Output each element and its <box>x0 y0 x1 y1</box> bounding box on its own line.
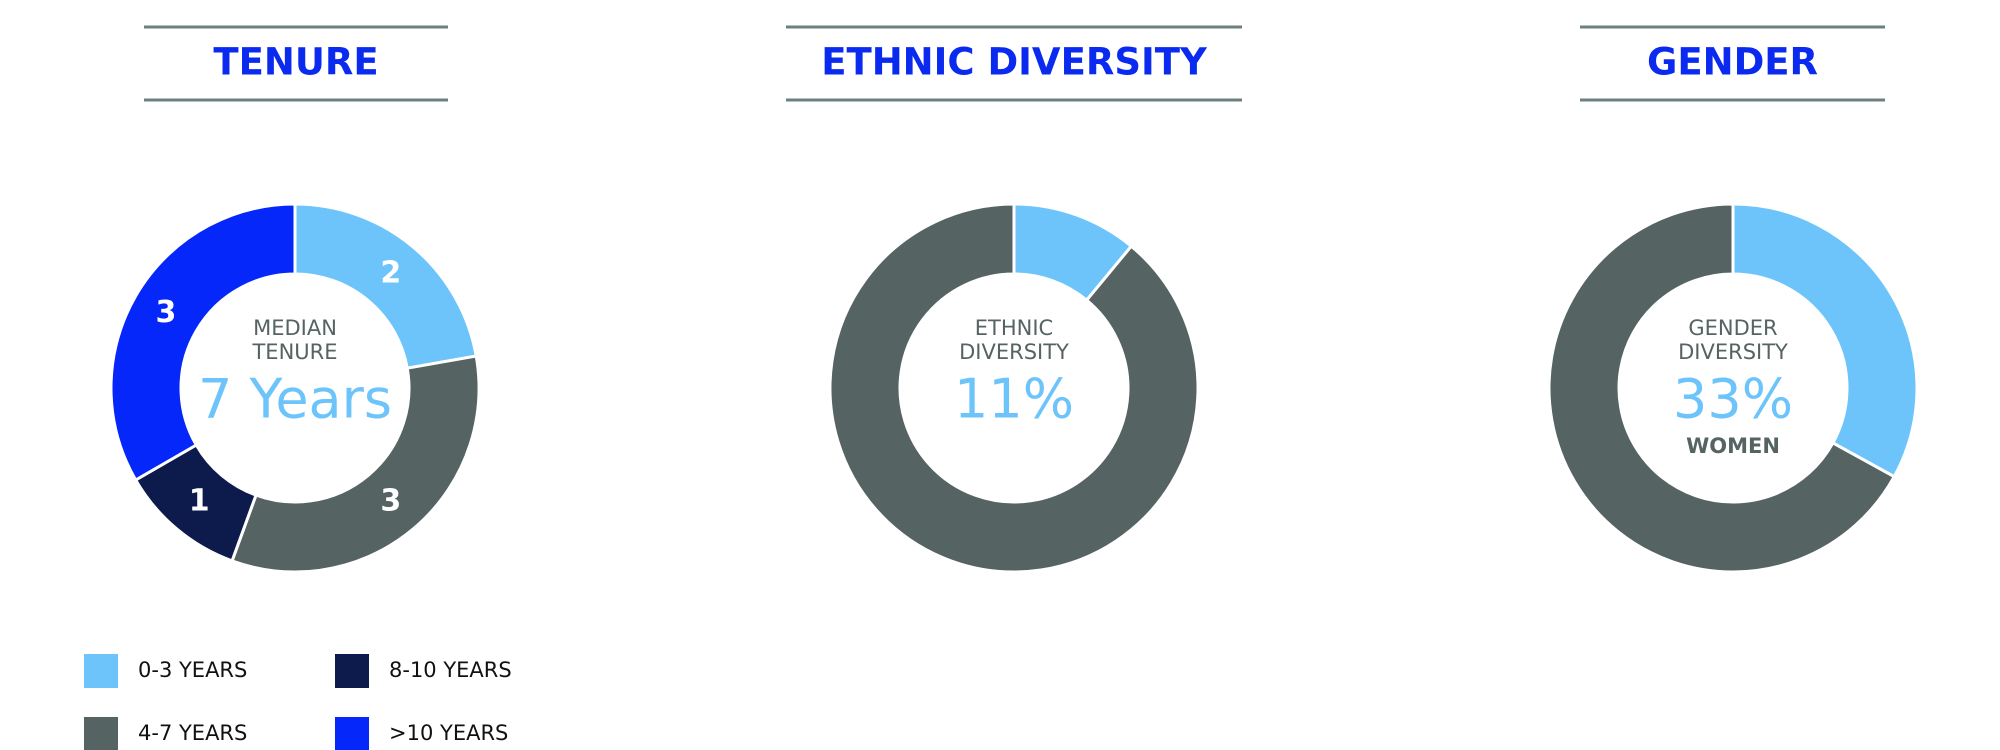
legend-label: 0-3 YEARS <box>138 658 247 682</box>
center-label: GENDER <box>1688 316 1777 340</box>
donut-segment <box>230 354 481 574</box>
center-label: MEDIAN <box>253 316 337 340</box>
donut-segment <box>1547 202 1897 574</box>
center-footer: WOMEN <box>1686 434 1780 458</box>
legend-swatch <box>335 654 369 688</box>
data-label: 3 <box>156 295 177 330</box>
chart-title: GENDER <box>1647 41 1818 84</box>
legend-label: >10 YEARS <box>389 721 508 745</box>
legend-swatch <box>84 717 118 750</box>
donut-segment <box>1731 202 1919 479</box>
center-value: 7 Years <box>198 368 392 431</box>
chart-title: TENURE <box>213 41 378 84</box>
center-label: DIVERSITY <box>1678 340 1788 364</box>
legend-swatch <box>335 717 369 750</box>
data-label: 1 <box>189 484 210 519</box>
legend-label: 8-10 YEARS <box>389 658 512 682</box>
data-label: 2 <box>380 255 401 290</box>
donut-segment <box>828 202 1200 574</box>
data-label: 3 <box>380 484 401 519</box>
chart-title: ETHNIC DIVERSITY <box>821 41 1208 84</box>
legend-swatch <box>84 654 118 688</box>
center-label: ETHNIC <box>975 316 1053 340</box>
center-value: 11% <box>954 368 1074 431</box>
legend-label: 4-7 YEARS <box>138 721 247 745</box>
donut-segment <box>109 202 297 483</box>
donut-segment <box>293 202 478 370</box>
center-value: 33% <box>1673 368 1793 431</box>
center-label: DIVERSITY <box>959 340 1069 364</box>
center-label: TENURE <box>251 340 337 364</box>
